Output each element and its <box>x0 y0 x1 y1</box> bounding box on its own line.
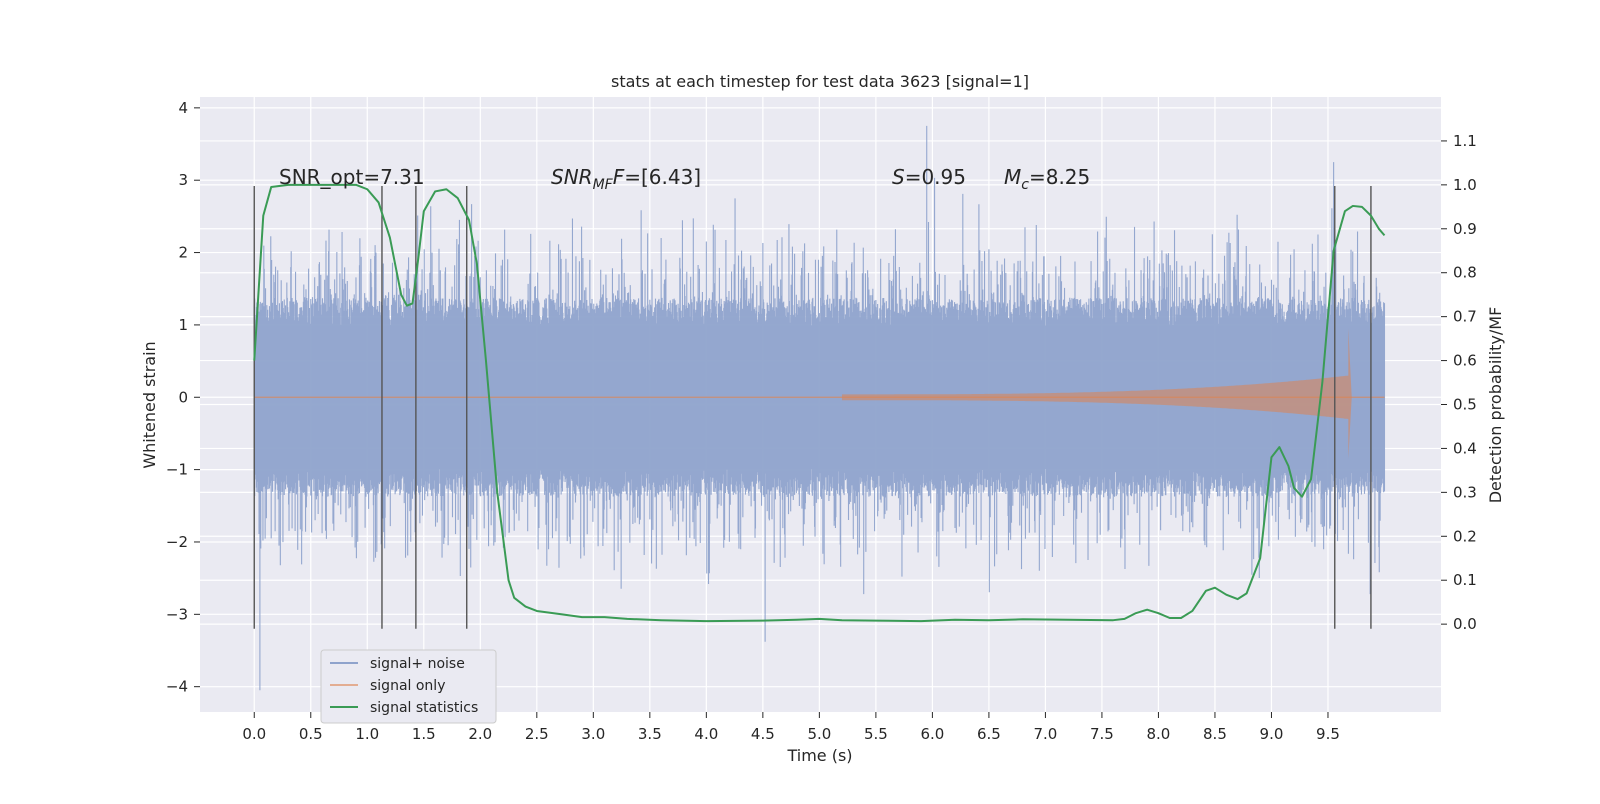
x-tick-label: 6.0 <box>920 725 944 743</box>
x-tick-label: 1.5 <box>412 725 436 743</box>
x-tick-label: 3.5 <box>638 725 662 743</box>
annotation-s: S=0.95 <box>892 165 966 189</box>
y-right-tick-label: 0.7 <box>1453 308 1477 326</box>
y-left-tick-label: 4 <box>178 99 188 117</box>
y-right-tick-label: 0.9 <box>1453 220 1477 238</box>
x-tick-label: 4.5 <box>751 725 775 743</box>
x-tick-label: 2.5 <box>525 725 549 743</box>
x-tick-label: 3.0 <box>581 725 605 743</box>
x-tick-label: 5.5 <box>864 725 888 743</box>
annotation-s-symbol: S <box>892 165 905 189</box>
y-right-tick-label: 0.3 <box>1453 483 1477 501</box>
x-axis-ticks: 0.0 0.5 1.0 1.5 2.0 2.5 3.0 3.5 4.0 4.5 5.0 5.5 6.0 6… <box>242 712 1340 743</box>
annotation-snr-mf-symbol: SNR <box>551 165 593 189</box>
legend-box <box>320 649 497 724</box>
y-right-tick-label: 0.8 <box>1453 264 1477 282</box>
signal-only-envelope <box>841 328 1352 459</box>
y-right-axis-label: Detection probability/MF <box>1486 307 1505 504</box>
x-tick-label: 7.5 <box>1090 725 1114 743</box>
x-tick-label: 9.0 <box>1260 725 1284 743</box>
vertical-markers <box>253 185 1372 629</box>
annotation-snr-mf-f: F <box>613 165 625 189</box>
y-left-axis-label: Whitened strain <box>140 341 159 468</box>
x-tick-label: 0.0 <box>242 725 266 743</box>
signal-only-series <box>254 328 1385 459</box>
y-left-tick-label: 0 <box>178 388 188 406</box>
x-tick-label: 9.5 <box>1316 725 1340 743</box>
x-tick-label: 1.0 <box>355 725 379 743</box>
signal-statistics-line <box>253 183 1386 623</box>
annotation-mc-symbol: M <box>1004 165 1021 189</box>
annotation-snr-mf-value: =[6.43] <box>624 165 701 189</box>
y-right-axis-ticks: 1.1 1.0 0.9 0.8 0.7 0.6 0.5 0.4 0.3 0.2 0.1 0.0 <box>1441 132 1477 633</box>
annotation-s-value: =0.95 <box>905 165 966 189</box>
legend-label-signal-only: signal only <box>370 678 445 694</box>
x-tick-label: 8.5 <box>1203 725 1227 743</box>
y-left-tick-label: 2 <box>178 244 188 262</box>
x-tick-label: 8.0 <box>1147 725 1171 743</box>
y-left-tick-label: 3 <box>178 171 188 189</box>
annotation-snr-mf: SNRMFF=[6.43] <box>551 165 701 193</box>
chart-title: stats at each timestep for test data 362… <box>611 72 1029 91</box>
signal-statistics-series <box>253 183 1386 623</box>
y-right-tick-label: 1.1 <box>1453 132 1477 150</box>
y-left-tick-label: −3 <box>166 605 188 623</box>
y-left-tick-label: −4 <box>166 678 188 696</box>
y-left-tick-label: −2 <box>166 533 188 551</box>
legend-label-signal-noise: signal+ noise <box>370 656 465 672</box>
legend-label-signal-statistics: signal statistics <box>370 700 478 716</box>
x-tick-label: 2.0 <box>468 725 492 743</box>
y-right-tick-label: 1.0 <box>1453 176 1477 194</box>
x-tick-label: 7.0 <box>1033 725 1057 743</box>
annotation-mc-subscript: c <box>1021 177 1029 193</box>
y-right-tick-label: 0.1 <box>1453 571 1477 589</box>
annotation-mc: Mc=8.25 <box>1004 165 1090 193</box>
annotation-snr-opt: SNR_opt=7.31 <box>279 165 425 189</box>
y-right-tick-label: 0.6 <box>1453 352 1477 370</box>
y-left-tick-label: 1 <box>178 316 188 334</box>
y-left-axis-ticks: 4 3 2 1 0 −1 −2 −3 −4 <box>166 99 200 696</box>
y-right-tick-label: 0.4 <box>1453 439 1477 457</box>
x-axis-label: Time (s) <box>786 746 852 765</box>
y-right-tick-label: 0.0 <box>1453 615 1477 633</box>
x-tick-label: 4.0 <box>694 725 718 743</box>
y-right-tick-label: 0.5 <box>1453 396 1477 414</box>
x-tick-label: 0.5 <box>299 725 323 743</box>
x-tick-label: 5.0 <box>807 725 831 743</box>
annotation-mc-value: =8.25 <box>1029 165 1090 189</box>
y-left-tick-label: −1 <box>166 461 188 479</box>
annotation-snr-mf-subscript: MF <box>593 177 614 193</box>
y-right-tick-label: 0.2 <box>1453 527 1477 545</box>
x-tick-label: 6.5 <box>977 725 1001 743</box>
legend: signal+ noise signal only signal statist… <box>320 649 497 724</box>
